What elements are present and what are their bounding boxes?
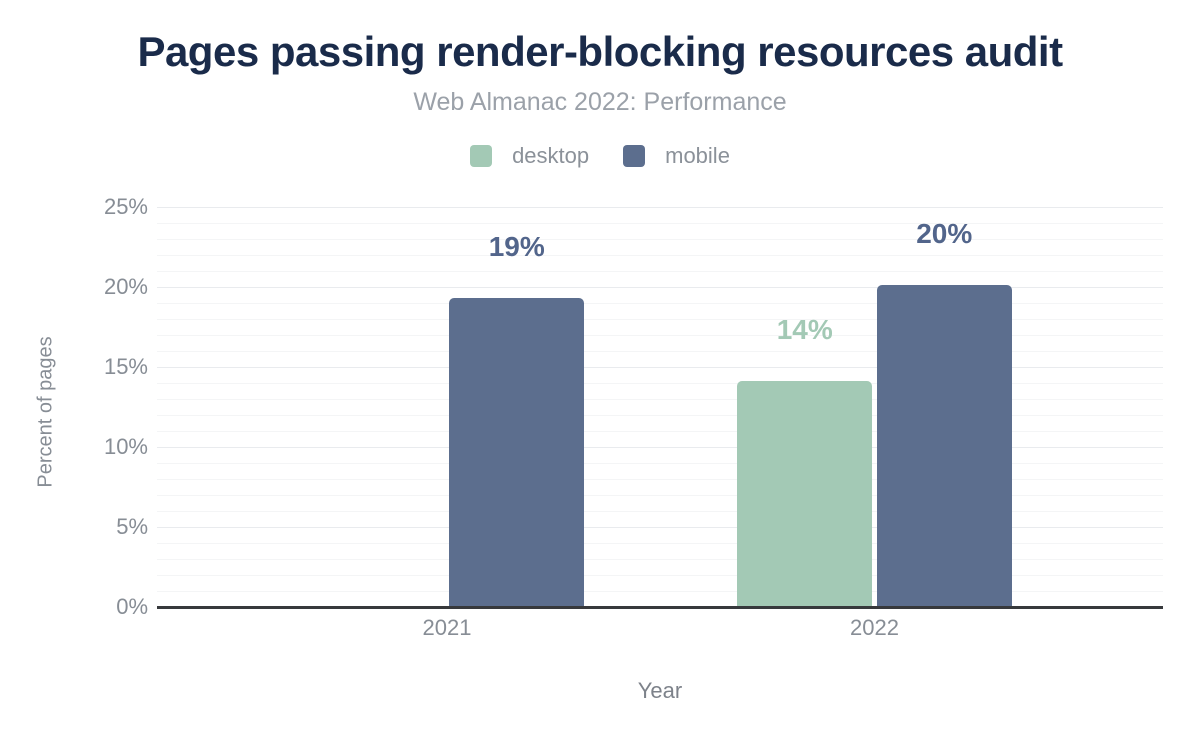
minor-gridline — [157, 223, 1163, 224]
y-tick-label: 0% — [116, 594, 148, 619]
y-tick-label: 10% — [103, 434, 148, 459]
minor-gridline — [157, 591, 1163, 592]
x-tick-label: 2021 — [422, 615, 472, 640]
major-gridline — [157, 367, 1163, 368]
minor-gridline — [157, 351, 1163, 352]
minor-gridline — [157, 463, 1163, 464]
chart-title: Pages passing render-blocking resources … — [137, 28, 1063, 75]
legend-label: desktop — [512, 143, 590, 168]
legend-item-desktop[interactable]: desktop — [470, 143, 589, 169]
legend-item-mobile[interactable]: mobile — [623, 143, 730, 169]
legend-swatch-mobile — [623, 145, 646, 167]
y-tick-label: 25% — [103, 194, 148, 219]
y-tick-label: 15% — [103, 354, 148, 379]
minor-gridline — [157, 543, 1163, 544]
x-axis-line — [157, 606, 1163, 609]
x-axis-title: Year — [637, 678, 683, 703]
y-tick-label: 20% — [103, 274, 148, 299]
major-gridline — [157, 287, 1163, 288]
bar-value-label: 20% — [916, 218, 973, 250]
minor-gridline — [157, 575, 1163, 576]
bar-desktop-2022[interactable] — [737, 381, 873, 607]
bar-value-label: 14% — [776, 314, 833, 346]
major-gridline — [157, 207, 1163, 208]
chart-subtitle: Web Almanac 2022: Performance — [413, 88, 787, 116]
x-tick-label: 2022 — [850, 615, 899, 640]
minor-gridline — [157, 383, 1163, 384]
minor-gridline — [157, 511, 1163, 512]
minor-gridline — [157, 479, 1163, 480]
major-gridline — [157, 447, 1163, 448]
minor-gridline — [157, 559, 1163, 560]
minor-gridline — [157, 431, 1163, 432]
minor-gridline — [157, 239, 1163, 240]
minor-gridline — [157, 399, 1163, 400]
minor-gridline — [157, 319, 1163, 320]
major-gridline — [157, 527, 1163, 528]
minor-gridline — [157, 495, 1163, 496]
bar-mobile-2021[interactable] — [449, 298, 585, 607]
chart-legend: desktop mobile — [0, 143, 1200, 169]
minor-gridline — [157, 415, 1163, 416]
legend-swatch-desktop — [470, 145, 493, 167]
bar-mobile-2022[interactable] — [876, 285, 1012, 607]
minor-gridline — [157, 335, 1163, 336]
minor-gridline — [157, 303, 1163, 304]
minor-gridline — [157, 255, 1163, 256]
bar-value-label: 19% — [488, 231, 545, 263]
chart-plot-area: 14% 19% 20% — [157, 207, 1163, 607]
y-tick-label: 5% — [116, 514, 148, 539]
legend-label: mobile — [665, 143, 730, 168]
minor-gridline — [157, 271, 1163, 272]
